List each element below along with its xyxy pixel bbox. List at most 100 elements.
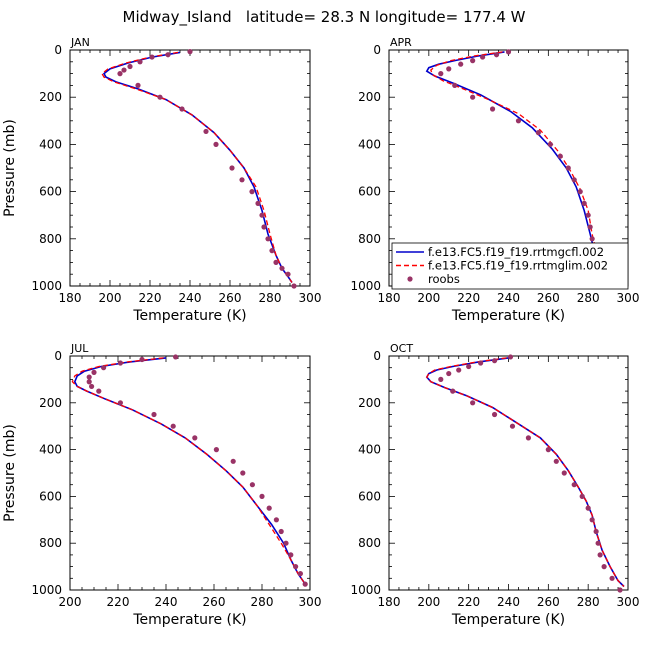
- panel-jan: JAN 180 200 220 240 260 280 300 0 200 400 600 800 100…: [2, 36, 321, 324]
- obs-point-oct: [466, 363, 472, 370]
- panel-label-jul: JUL: [70, 342, 89, 355]
- y-tick-label-apr: 800: [358, 232, 381, 246]
- obs-point-jul: [117, 360, 123, 366]
- obs-point-jan: [239, 177, 245, 183]
- y-tick-label-apr: 400: [358, 137, 381, 151]
- obs-point-jul: [293, 564, 299, 570]
- x-tick-label-oct: 200: [417, 595, 440, 609]
- obs-point-apr: [547, 141, 553, 147]
- legend-entry-roobs: roobs: [428, 272, 460, 286]
- y-tick-label-oct: 200: [358, 396, 381, 410]
- panel-label-apr: APR: [390, 36, 412, 49]
- obs-point-apr: [446, 66, 452, 72]
- obs-point-apr: [585, 212, 591, 218]
- x-tick-label-jan: 240: [179, 291, 202, 305]
- y-tick-label-jan: 600: [39, 185, 62, 199]
- obs-point-jul: [259, 493, 265, 499]
- legend: f.e13.FC5.f19_f19.rrtmgcfl.002f.e13.FC5.…: [391, 242, 629, 290]
- obs-point-apr: [505, 49, 512, 55]
- x-axis-label-apr: Temperature (K): [451, 308, 565, 324]
- x-tick-label-jul: 240: [155, 595, 178, 609]
- x-tick-label-oct: 240: [497, 595, 520, 609]
- obs-point-oct: [589, 517, 595, 523]
- obs-point-jul: [91, 369, 97, 375]
- obs-point-oct: [507, 354, 514, 360]
- y-tick-label-jan: 400: [39, 137, 62, 151]
- series-line-rrtmglim-jul: [71, 357, 306, 585]
- obs-point-apr: [458, 61, 464, 67]
- obs-point-oct: [601, 564, 607, 570]
- y-tick-label-oct: 400: [358, 443, 381, 457]
- obs-point-oct: [545, 447, 551, 453]
- obs-point-jan: [261, 224, 267, 230]
- plot-frame-oct: [388, 355, 629, 591]
- obs-point-jul: [302, 581, 308, 587]
- series-line-rrtmglim-oct: [426, 357, 625, 587]
- x-tick-label-jan: 180: [59, 291, 82, 305]
- obs-point-jul: [173, 354, 179, 360]
- obs-point-oct: [585, 505, 591, 511]
- obs-point-jul: [213, 447, 219, 453]
- y-tick-label-jul: 800: [39, 536, 62, 550]
- obs-point-oct: [446, 370, 452, 377]
- y-tick-label-oct: 1000: [350, 583, 381, 597]
- x-tick-label-oct: 300: [617, 595, 640, 609]
- obs-point-oct: [561, 470, 567, 476]
- obs-point-oct: [438, 376, 444, 382]
- obs-point-apr: [581, 200, 587, 206]
- y-tick-label-jan: 200: [39, 90, 62, 104]
- obs-point-jul: [230, 458, 236, 464]
- y-axis-label-jan: Pressure (mb): [2, 119, 18, 217]
- obs-point-jan: [255, 200, 261, 206]
- x-tick-label-jan: 260: [219, 291, 242, 305]
- obs-point-jan: [157, 94, 163, 100]
- obs-point-oct: [478, 360, 484, 366]
- plot-frame-jul: [69, 355, 311, 591]
- obs-point-jul: [89, 383, 95, 390]
- x-tick-label-jul: 260: [203, 595, 226, 609]
- obs-point-apr: [470, 94, 476, 100]
- obs-point-jan: [165, 52, 171, 58]
- x-tick-label-jan: 220: [139, 291, 162, 305]
- obs-point-jul: [170, 423, 176, 429]
- obs-point-apr: [515, 118, 522, 124]
- x-tick-label-apr: 280: [577, 291, 600, 305]
- x-tick-label-jul: 280: [251, 595, 274, 609]
- obs-point-jan: [259, 212, 265, 218]
- panel-oct: OCT 180 200 220 240 260 280 300 0 200 400 600 800 100…: [350, 342, 639, 628]
- obs-point-apr: [589, 236, 595, 242]
- obs-point-apr: [571, 177, 577, 183]
- obs-point-jan: [265, 236, 271, 242]
- x-axis-label-jul: Temperature (K): [132, 612, 246, 628]
- x-tick-label-apr: 300: [617, 291, 640, 305]
- series-line-rrtmglim-jan: [101, 51, 293, 283]
- obs-point-jul: [86, 374, 92, 380]
- obs-point-jul: [151, 411, 157, 418]
- y-tick-label-jul: 600: [39, 489, 62, 503]
- obs-point-apr: [452, 82, 458, 88]
- x-tick-label-jan: 300: [299, 291, 322, 305]
- obs-point-jan: [117, 71, 123, 77]
- obs-point-jan: [187, 49, 193, 55]
- y-tick-label-oct: 800: [358, 536, 381, 550]
- obs-point-oct: [509, 423, 516, 429]
- y-tick-label-apr: 600: [358, 185, 381, 199]
- obs-point-jan: [203, 128, 209, 135]
- obs-point-jan: [285, 271, 291, 277]
- obs-point-jul: [278, 528, 284, 535]
- obs-point-jan: [149, 54, 155, 60]
- y-tick-label-apr: 1000: [350, 279, 381, 293]
- y-tick-label-oct: 0: [373, 349, 381, 363]
- y-tick-label-jul: 0: [54, 349, 62, 363]
- obs-point-oct: [609, 575, 615, 581]
- obs-point-jan: [121, 67, 127, 73]
- obs-point-oct: [525, 435, 532, 441]
- figure-title: Midway_Island latitude= 28.3 N longitude…: [123, 8, 526, 27]
- obs-point-jul: [283, 540, 289, 546]
- obs-point-oct: [579, 493, 585, 499]
- obs-point-jan: [269, 248, 275, 254]
- obs-point-jan: [229, 165, 235, 171]
- x-tick-label-oct: 280: [577, 595, 600, 609]
- y-axis-label-jul: Pressure (mb): [2, 424, 18, 522]
- obs-point-jan: [279, 265, 285, 271]
